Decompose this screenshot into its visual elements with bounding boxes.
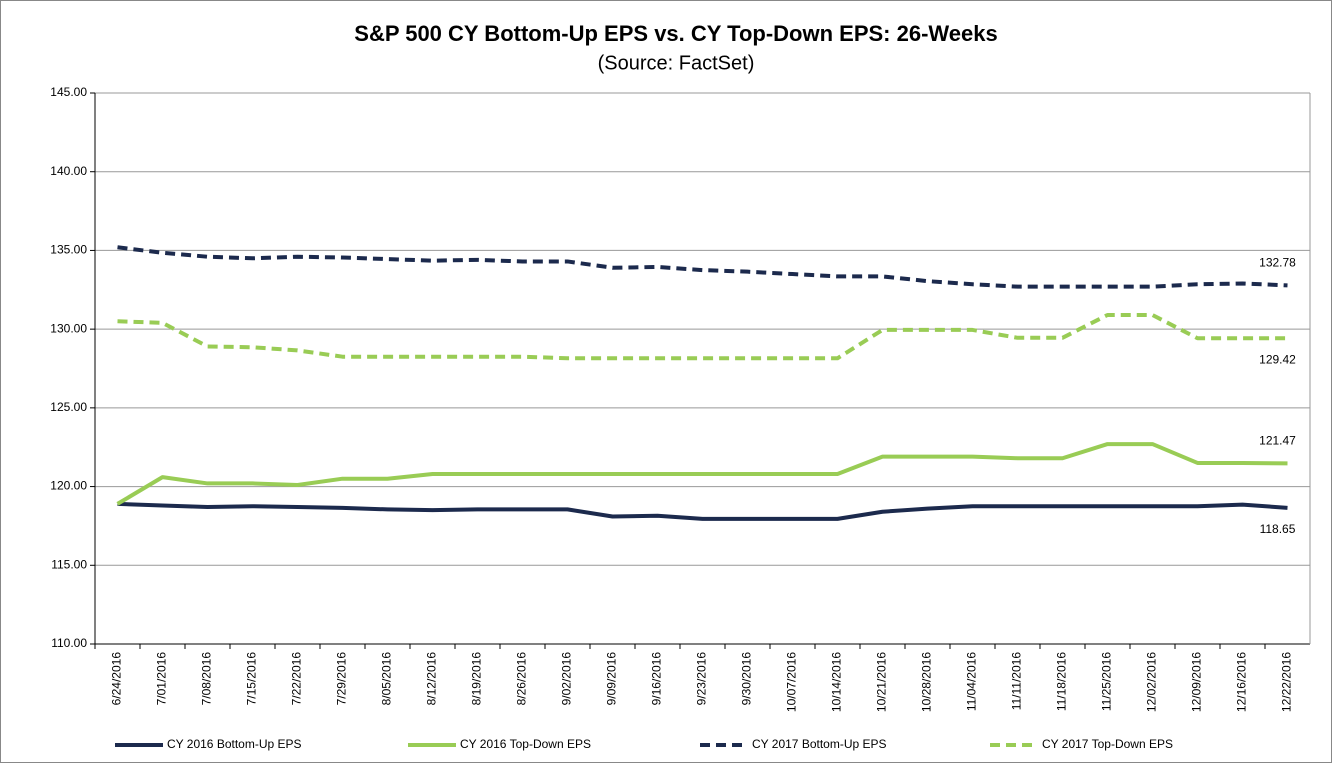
y-tick-label: 130.00 bbox=[50, 321, 87, 335]
legend-label: CY 2016 Bottom-Up EPS bbox=[167, 737, 302, 751]
chart-subtitle: (Source: FactSet) bbox=[598, 52, 755, 74]
y-tick-label: 115.00 bbox=[51, 557, 87, 571]
x-tick-label: 11/11/2016 bbox=[1010, 652, 1024, 711]
x-tick-label: 11/04/2016 bbox=[965, 652, 979, 711]
data-label: 121.47 bbox=[1259, 434, 1296, 448]
series-line bbox=[117, 312, 1288, 361]
x-tick-label: 7/08/2016 bbox=[200, 652, 214, 706]
x-tick-label: 8/19/2016 bbox=[470, 652, 484, 706]
x-tick-label: 7/22/2016 bbox=[290, 652, 304, 706]
x-tick-label: 9/30/2016 bbox=[740, 652, 754, 706]
x-tick-label: 9/09/2016 bbox=[605, 652, 619, 706]
x-tick-label: 12/02/2016 bbox=[1145, 652, 1159, 712]
x-tick-label: 12/16/2016 bbox=[1235, 652, 1249, 712]
chart-title: S&P 500 CY Bottom-Up EPS vs. CY Top-Down… bbox=[354, 21, 997, 46]
legend-label: CY 2017 Bottom-Up EPS bbox=[752, 737, 887, 751]
x-tick-label: 9/02/2016 bbox=[560, 652, 574, 706]
x-tick-label: 6/24/2016 bbox=[110, 652, 124, 706]
x-tick-label: 12/22/2016 bbox=[1280, 652, 1294, 712]
x-tick-label: 10/21/2016 bbox=[875, 652, 889, 712]
series-line bbox=[116, 442, 1288, 506]
legend-label: CY 2017 Top-Down EPS bbox=[1042, 737, 1173, 751]
x-tick-label: 12/09/2016 bbox=[1190, 652, 1204, 712]
x-tick-label: 7/29/2016 bbox=[335, 652, 349, 706]
x-tick-label: 8/12/2016 bbox=[425, 652, 439, 706]
x-tick-label: 10/14/2016 bbox=[830, 652, 844, 712]
y-tick-label: 110.00 bbox=[51, 636, 87, 650]
y-tick-label: 135.00 bbox=[50, 243, 87, 257]
y-tick-label: 140.00 bbox=[50, 164, 87, 178]
series-line bbox=[117, 245, 1288, 289]
legend-label: CY 2016 Top-Down EPS bbox=[460, 737, 591, 751]
y-tick-label: 145.00 bbox=[50, 85, 87, 99]
data-label: 118.65 bbox=[1260, 522, 1296, 536]
x-tick-label: 11/18/2016 bbox=[1055, 652, 1069, 711]
x-tick-label: 8/05/2016 bbox=[380, 652, 394, 706]
x-tick-label: 7/15/2016 bbox=[245, 652, 259, 706]
data-label: 132.78 bbox=[1259, 256, 1296, 270]
x-tick-label: 8/26/2016 bbox=[515, 652, 529, 706]
x-tick-label: 9/16/2016 bbox=[650, 652, 664, 706]
x-tick-label: 10/28/2016 bbox=[920, 652, 934, 712]
x-tick-label: 11/25/2016 bbox=[1100, 652, 1114, 711]
y-tick-label: 125.00 bbox=[50, 400, 87, 414]
x-tick-label: 9/23/2016 bbox=[695, 652, 709, 706]
x-tick-label: 10/07/2016 bbox=[785, 652, 799, 712]
data-label: 129.42 bbox=[1259, 352, 1296, 366]
series-line bbox=[117, 501, 1288, 521]
x-tick-label: 7/01/2016 bbox=[155, 652, 169, 706]
y-tick-label: 120.00 bbox=[50, 479, 87, 493]
